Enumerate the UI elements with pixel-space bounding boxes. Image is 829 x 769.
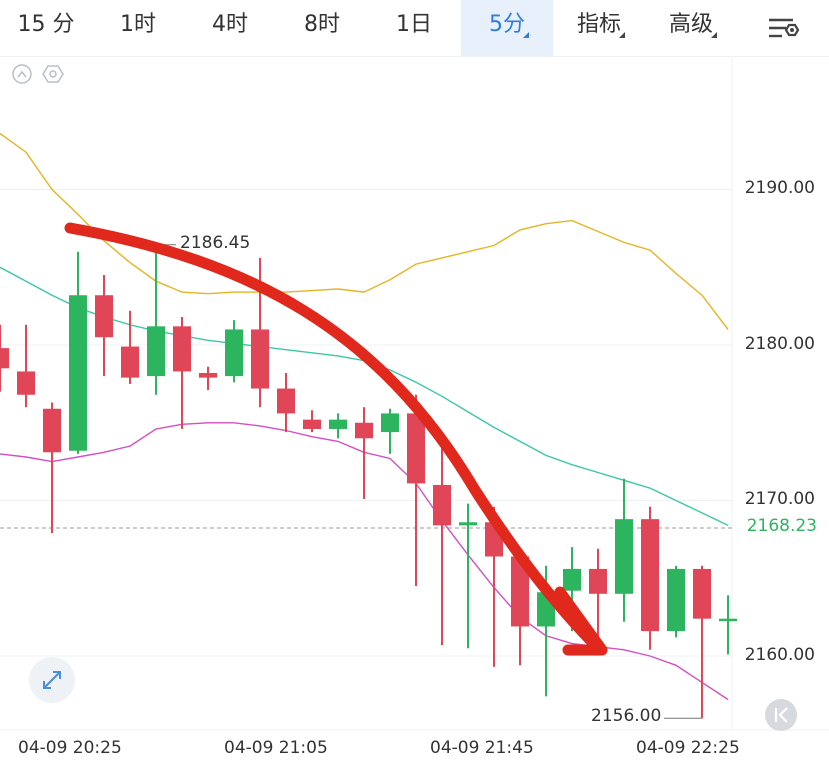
x-tick-label: 04-09 21:45 [430, 738, 534, 758]
candle-body [641, 519, 659, 632]
scroll-to-latest-icon[interactable] [765, 699, 797, 731]
candle-body [43, 408, 61, 453]
tab-4h-label: 4时 [212, 12, 248, 37]
candle-body [329, 419, 347, 429]
candles [0, 244, 737, 719]
current-price-label: 2168.23 [746, 516, 817, 536]
dropdown-triangle-icon [523, 32, 529, 38]
candle-body [303, 419, 321, 429]
y-tick-label: 2190.00 [744, 178, 815, 198]
dropdown-triangle-icon [711, 32, 717, 38]
trend-arrow-head [554, 586, 608, 656]
trend-arrow [64, 222, 608, 656]
ma-line-yellow [0, 132, 729, 330]
tab-5min[interactable]: 5分 [461, 0, 553, 56]
chart-settings-icon [769, 18, 800, 38]
tab-indicators-label: 指标 [576, 12, 621, 37]
candle-body [225, 329, 243, 377]
hexagon-settings-icon[interactable] [42, 65, 64, 83]
y-tick-label: 2180.00 [744, 334, 815, 354]
annotations [156, 244, 702, 719]
candle-body [381, 413, 399, 433]
candle-body [121, 346, 139, 378]
y-tick-label: 2170.00 [744, 489, 815, 509]
candle-body [251, 329, 269, 389]
candle-body [17, 371, 35, 395]
candle-body [563, 568, 581, 591]
tab-15min-label: 15 分 [17, 12, 75, 37]
y-tick-label: 2160.00 [744, 645, 815, 665]
candle-body [69, 295, 87, 451]
high-price-annotation: 2186.45 [180, 233, 251, 253]
grid-lines [0, 57, 829, 731]
tab-indicators[interactable]: 指标 [553, 0, 645, 56]
collapse-up-icon[interactable] [12, 64, 32, 84]
candle-body [407, 413, 425, 484]
trend-arrow-path [64, 222, 604, 654]
candle-body [433, 484, 451, 526]
x-tick-label: 04-09 20:25 [18, 738, 122, 758]
tab-4h[interactable]: 4时 [184, 0, 276, 56]
candle-body [589, 568, 607, 594]
candle-body [693, 568, 711, 619]
candle-body [459, 522, 477, 526]
x-tick-label: 04-09 22:25 [636, 738, 740, 758]
tab-1h-label: 1时 [120, 12, 156, 37]
candle-body [199, 372, 217, 378]
chart-settings-button[interactable] [760, 8, 804, 48]
timeframe-toolbar: 15 分 1时 4时 8时 1日 5分 指标 高级 [0, 0, 829, 57]
tab-8h-label: 8时 [304, 12, 340, 37]
dropdown-triangle-icon [619, 32, 625, 38]
low-price-annotation: 2156.00 [591, 706, 662, 726]
x-tick-label: 04-09 21:05 [224, 738, 328, 758]
candle-body [667, 568, 685, 632]
candle-body [173, 326, 191, 372]
candle-body [355, 422, 373, 439]
candle-body [277, 388, 295, 414]
candle-body [95, 295, 113, 338]
candle-body [615, 519, 633, 594]
candle-body [511, 556, 529, 627]
tab-15min[interactable]: 15 分 [0, 0, 92, 56]
candle-body [719, 618, 737, 622]
expand-icon[interactable] [29, 657, 75, 703]
tab-8h[interactable]: 8时 [276, 0, 368, 56]
candle-body [0, 348, 9, 369]
tab-1d-label: 1日 [396, 12, 432, 37]
tab-1h[interactable]: 1时 [92, 0, 184, 56]
candle-body [147, 326, 165, 377]
tab-5min-label: 5分 [489, 12, 525, 37]
tab-advanced[interactable]: 高级 [645, 0, 737, 56]
tab-1d[interactable]: 1日 [368, 0, 460, 56]
tab-advanced-label: 高级 [668, 12, 713, 37]
